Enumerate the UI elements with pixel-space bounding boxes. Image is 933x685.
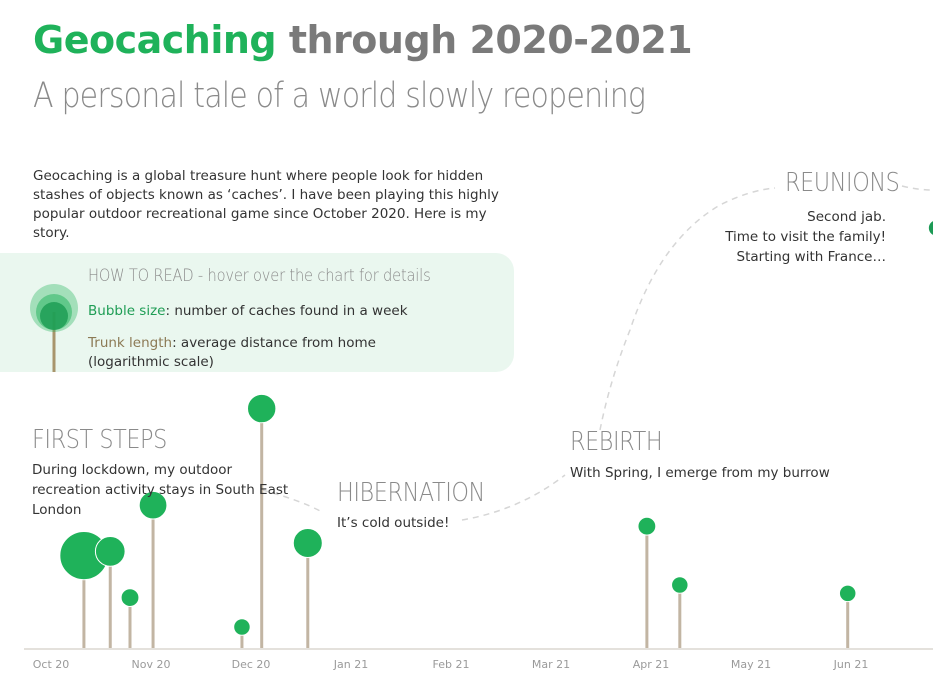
x-axis-ticks: Oct 20 Nov 20 Dec 20 Jan 21 Feb 21 Mar 21 Apr … [33,658,869,671]
tree-mark[interactable] [637,516,657,648]
how-to-read-title: HOW TO READ - hover over the chart for d… [88,266,431,286]
reunions-text: Second jab. Time to visit the family! St… [696,207,886,267]
x-tick-label: Feb 21 [433,658,470,671]
tree-bubble[interactable] [292,527,323,559]
legend-size-text: : number of caches found in a week [165,303,408,319]
first-steps-text: During lockdown, my outdoor recreation a… [32,462,289,518]
x-tick-label: Jun 21 [833,658,869,671]
legend-tree-icon [30,284,78,372]
tree-bubble[interactable] [138,490,168,520]
legend-trunk-length: Trunk length: average distance from home… [88,334,458,372]
legend-trunk-text: : average distance from home (logarithmi… [88,335,376,370]
page-subtitle: A personal tale of a world slowly reopen… [33,76,646,116]
first-steps-heading: FIRST STEPS [32,425,167,455]
x-tick-label: Mar 21 [532,658,570,671]
tree-bubble[interactable] [637,516,657,536]
tree-bubble[interactable] [94,536,126,567]
x-tick-label: May 21 [731,658,771,671]
tree-bubble[interactable] [233,618,251,636]
tree-mark[interactable] [247,393,277,648]
legend-trunk-key: Trunk length [88,335,173,351]
hibernation-text: It’s cold outside! [337,515,450,531]
x-tick-label: Dec 20 [232,658,271,671]
page-title: Geocaching through 2020-2021 [33,18,693,62]
tree-mark[interactable] [927,220,933,648]
tree-mark[interactable] [94,536,126,648]
reunions-line-1: Second jab. [807,209,886,225]
annotation-connectors [261,185,933,521]
legend-size-key: Bubble size [88,303,166,319]
hibernation-heading: HIBERNATION [337,478,485,508]
how-to-read-panel [0,253,514,372]
tree-mark[interactable] [671,576,689,648]
tree-mark[interactable] [138,490,168,648]
reunions-line-3: Starting with France… [736,249,886,265]
tree-bubble[interactable] [838,584,857,603]
reunions-heading: REUNIONS [785,168,900,198]
x-tick-label: Jan 21 [333,658,368,671]
tree-bubble[interactable] [247,393,277,424]
intro-text: Geocaching is a global treasure hunt whe… [33,168,499,241]
tree-mark[interactable] [120,588,140,648]
rebirth-heading: REBIRTH [570,427,663,457]
tree-marks[interactable] [59,220,933,648]
tree-bubble[interactable] [671,576,689,594]
x-tick-label: Apr 21 [633,658,670,671]
reunions-line-2: Time to visit the family! [725,229,886,245]
x-tick-label: Oct 20 [33,658,70,671]
x-tick-label: Nov 20 [132,658,171,671]
tree-mark[interactable] [292,527,323,648]
title-rest: through 2020-2021 [276,18,693,62]
tree-bubble[interactable] [927,220,933,237]
tree-mark[interactable] [59,531,109,648]
tree-bubble[interactable] [120,588,140,608]
tree-mark[interactable] [233,618,251,648]
tree-mark[interactable] [838,584,857,648]
rebirth-text: With Spring, I emerge from my burrow [570,465,830,481]
title-brand: Geocaching [33,18,277,62]
legend-bubble-size: Bubble size: number of caches found in a… [88,302,468,321]
